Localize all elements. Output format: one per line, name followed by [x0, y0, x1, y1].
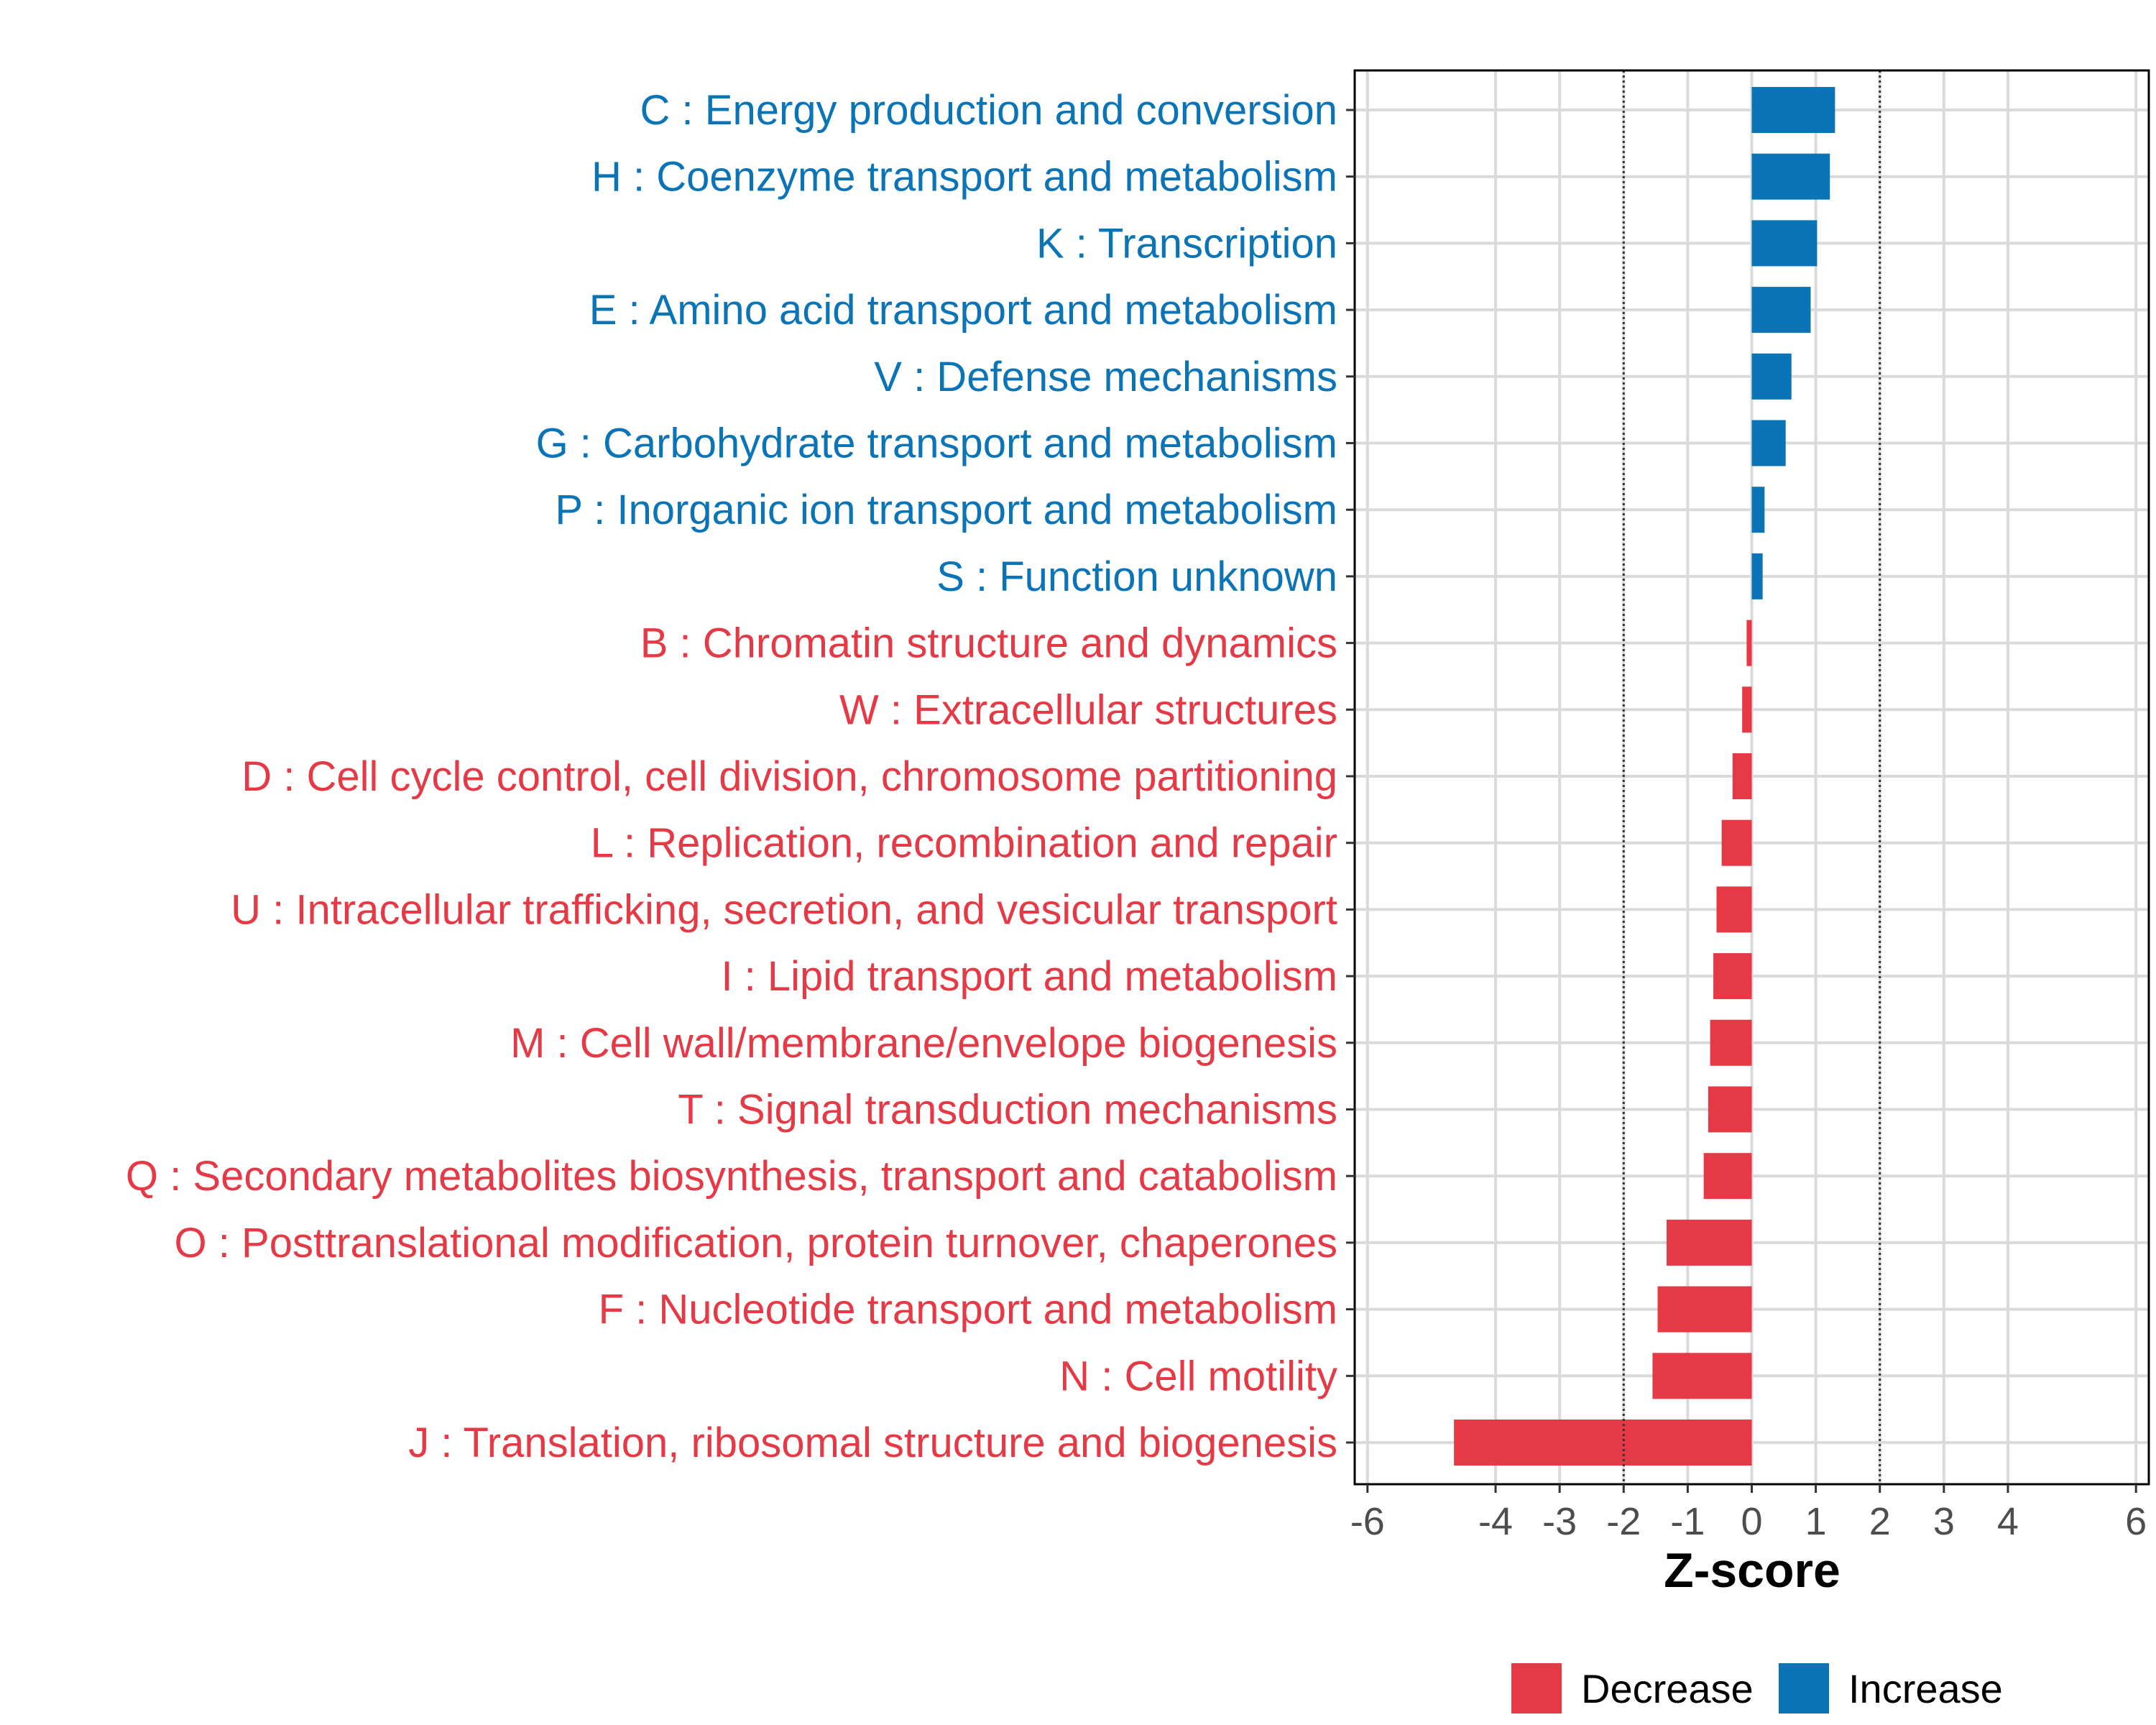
category-label: J : Translation, ribosomal structure and… [408, 1420, 1337, 1466]
category-label: B : Chromatin structure and dynamics [640, 620, 1337, 667]
bar-p [1751, 487, 1765, 533]
x-tick-label: 4 [1997, 1500, 2019, 1543]
category-label: V : Defense mechanisms [874, 354, 1337, 400]
x-tick-label: -3 [1542, 1500, 1577, 1543]
legend-label-decrease: Decrease [1581, 1666, 1754, 1711]
x-tick-label: 1 [1805, 1500, 1827, 1543]
x-tick-label: -2 [1606, 1500, 1641, 1543]
category-label: E : Amino acid transport and metabolism [589, 287, 1337, 334]
legend-label-increase: Increase [1848, 1666, 2003, 1711]
bar-t [1708, 1086, 1752, 1133]
bar-k [1751, 220, 1818, 267]
bar-n [1652, 1353, 1752, 1399]
bar-d [1732, 753, 1752, 799]
bar-g [1751, 420, 1786, 466]
bar-j [1454, 1420, 1752, 1466]
category-label: G : Carbohydrate transport and metabolis… [536, 420, 1337, 467]
bar-h [1751, 153, 1830, 200]
category-label: N : Cell motility [1059, 1353, 1337, 1399]
bar-v [1751, 353, 1792, 400]
category-label: H : Coenzyme transport and metabolism [591, 154, 1337, 201]
category-label: W : Extracellular structures [839, 686, 1337, 733]
bar-s [1751, 553, 1763, 599]
category-label: S : Function unknown [936, 553, 1337, 600]
category-label: K : Transcription [1036, 220, 1337, 267]
category-label: I : Lipid transport and metabolism [721, 953, 1337, 1000]
category-label: U : Intracellular trafficking, secretion… [231, 886, 1337, 933]
bar-f [1657, 1286, 1752, 1333]
bars-layer [1454, 87, 1835, 1466]
x-axis-title: Z-score [1664, 1543, 1841, 1598]
x-tick-label: -4 [1478, 1500, 1513, 1543]
bar-m [1710, 1019, 1752, 1066]
category-label: O : Posttranslational modification, prot… [175, 1220, 1337, 1266]
threshold-lines [1622, 70, 1881, 1484]
bar-c [1751, 87, 1835, 133]
legend: Decrease Increase [1511, 1663, 2003, 1714]
bar-q [1703, 1153, 1752, 1200]
category-label: L : Replication, recombination and repai… [591, 820, 1337, 867]
bar-l [1721, 819, 1752, 866]
category-label: D : Cell cycle control, cell division, c… [241, 753, 1337, 800]
axis-ticks [1346, 109, 2137, 1493]
bar-e [1751, 287, 1811, 334]
bar-o [1666, 1219, 1752, 1266]
x-tick-label: 2 [1869, 1500, 1891, 1543]
category-labels: C : Energy production and conversion H : … [126, 87, 1337, 1466]
x-tick-label: 6 [2125, 1500, 2147, 1543]
bar-w [1742, 686, 1752, 733]
x-tick-labels: -6 -4 -3 -2 -1 0 1 2 3 4 6 [1350, 1500, 2147, 1543]
category-label: T : Signal transduction mechanisms [678, 1087, 1337, 1133]
legend-swatch-increase [1779, 1663, 1829, 1714]
legend-swatch-decrease [1511, 1663, 1562, 1714]
category-label: F : Nucleotide transport and metabolism [599, 1287, 1337, 1333]
x-tick-label: 0 [1741, 1500, 1762, 1543]
x-tick-label: 3 [1933, 1500, 1955, 1543]
category-label: P : Inorganic ion transport and metaboli… [555, 487, 1337, 533]
bar-u [1716, 886, 1752, 933]
category-label: Q : Secondary metabolites biosynthesis, … [126, 1153, 1337, 1200]
category-label: C : Energy production and conversion [640, 87, 1337, 134]
x-tick-label: -6 [1350, 1500, 1385, 1543]
category-label: M : Cell wall/membrane/envelope biogenes… [510, 1020, 1337, 1067]
bar-b [1746, 620, 1752, 666]
x-tick-label: -1 [1670, 1500, 1705, 1543]
bar-i [1713, 953, 1752, 1000]
